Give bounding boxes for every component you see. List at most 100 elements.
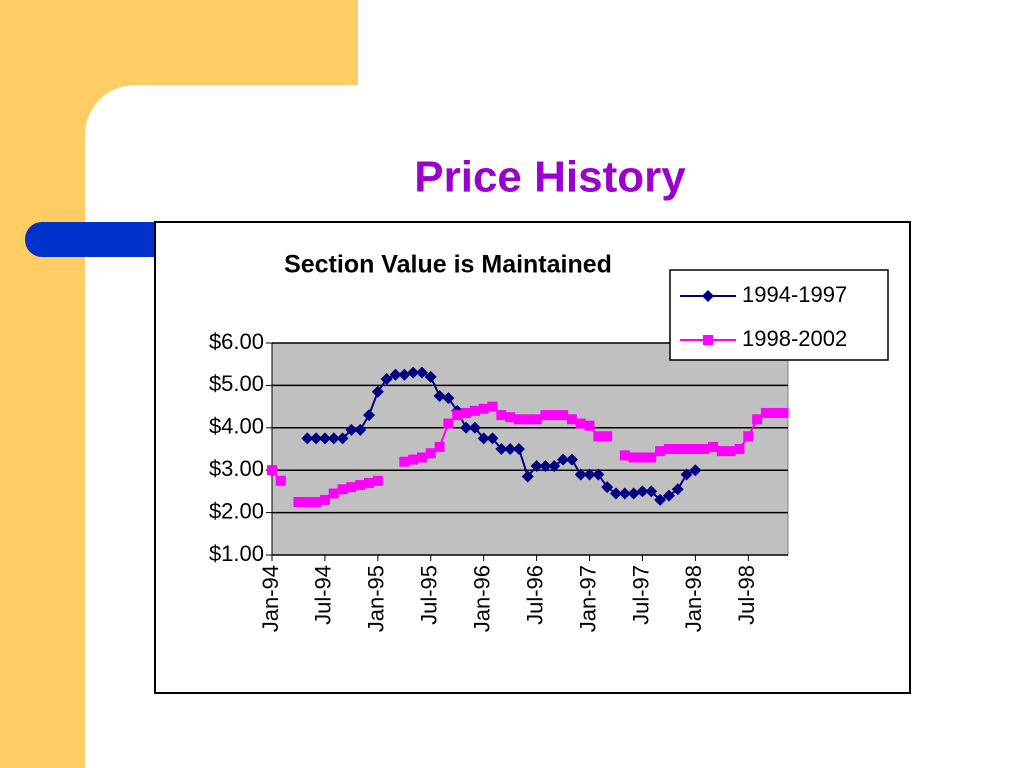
marker — [566, 414, 577, 425]
marker — [725, 446, 736, 457]
marker — [469, 405, 480, 416]
x-tick-label: Jul-96 — [522, 565, 547, 625]
marker — [530, 459, 543, 472]
marker — [663, 444, 674, 454]
y-tick-label: $1.00 — [209, 541, 264, 566]
marker — [267, 465, 277, 476]
marker — [424, 370, 437, 383]
y-tick-label: $4.00 — [209, 414, 264, 439]
marker — [372, 475, 383, 486]
marker — [708, 441, 719, 452]
marker — [760, 407, 771, 418]
marker — [505, 412, 516, 423]
marker — [681, 444, 692, 454]
marker — [504, 443, 517, 455]
marker — [522, 414, 533, 425]
slide-title: Price History — [414, 153, 686, 202]
y-tick-label: $6.00 — [209, 329, 264, 354]
marker — [618, 487, 631, 500]
series — [267, 401, 789, 507]
marker — [521, 470, 534, 483]
x-tick-label: Jul-95 — [417, 565, 442, 625]
marker — [318, 432, 331, 445]
marker — [380, 373, 393, 386]
marker — [425, 448, 436, 459]
marker — [752, 414, 763, 425]
marker — [575, 418, 586, 429]
x-tick-label: Jan-97 — [575, 565, 600, 632]
marker — [778, 407, 789, 418]
marker — [592, 468, 605, 481]
x-tick-label: Jul-94 — [311, 565, 336, 625]
marker — [655, 446, 666, 457]
x-tick-label: Jul-97 — [628, 565, 653, 625]
marker — [583, 468, 596, 481]
marker — [565, 453, 578, 466]
marker — [416, 452, 427, 463]
marker — [328, 488, 339, 499]
y-tick-label: $2.00 — [209, 498, 264, 523]
series — [266, 366, 702, 506]
marker — [584, 420, 595, 431]
marker — [452, 410, 463, 421]
marker — [671, 483, 684, 496]
marker — [654, 493, 667, 506]
marker — [743, 431, 754, 442]
marker — [398, 368, 411, 381]
y-tick-label: $3.00 — [209, 456, 264, 481]
marker — [460, 421, 473, 434]
marker — [548, 459, 561, 472]
marker — [716, 446, 727, 457]
marker — [478, 403, 489, 414]
marker — [345, 423, 358, 436]
marker — [293, 497, 304, 507]
marker — [662, 489, 675, 502]
marker — [689, 464, 702, 477]
marker — [636, 485, 649, 498]
marker — [364, 477, 375, 488]
marker — [690, 444, 701, 454]
marker — [495, 443, 508, 455]
marker — [769, 407, 780, 418]
marker — [646, 452, 657, 463]
marker — [628, 452, 639, 463]
x-tick-label: Jan-96 — [470, 565, 495, 632]
marker — [371, 385, 384, 398]
marker — [442, 392, 455, 405]
marker — [415, 366, 428, 379]
marker — [337, 484, 348, 495]
marker — [496, 410, 507, 421]
marker — [468, 421, 481, 434]
marker — [637, 452, 648, 463]
marker — [531, 414, 542, 425]
marker — [302, 497, 313, 507]
marker — [363, 409, 376, 422]
marker — [434, 441, 445, 452]
marker — [407, 366, 420, 379]
marker — [399, 456, 410, 467]
marker — [311, 497, 322, 507]
marker — [539, 459, 552, 472]
marker — [680, 468, 693, 481]
marker — [601, 481, 614, 494]
marker — [512, 443, 525, 455]
x-tick-label: Jan-98 — [681, 565, 706, 632]
marker — [593, 431, 604, 442]
marker — [408, 454, 419, 465]
x-tick-label: Jan-94 — [258, 565, 283, 632]
marker — [645, 485, 658, 498]
marker — [486, 432, 499, 445]
legend-label: 1998-2002 — [742, 326, 847, 351]
marker — [602, 431, 613, 442]
marker — [301, 432, 314, 445]
marker — [336, 432, 349, 445]
marker — [487, 401, 498, 412]
marker — [346, 482, 357, 493]
marker — [627, 487, 640, 500]
marker — [354, 423, 367, 436]
marker — [389, 368, 402, 381]
decor-corner — [85, 85, 135, 135]
marker — [327, 432, 340, 445]
marker — [355, 480, 366, 491]
